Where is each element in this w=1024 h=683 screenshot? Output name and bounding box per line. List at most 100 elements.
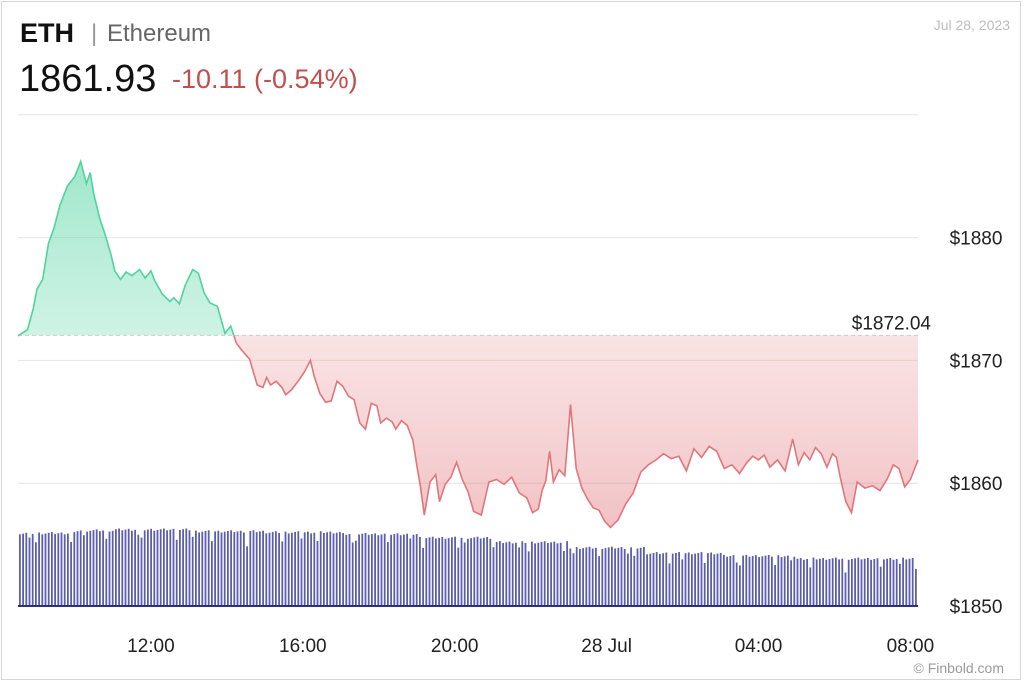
volume-bar	[595, 547, 597, 606]
volume-bar	[361, 533, 364, 606]
volume-bar	[358, 534, 360, 606]
volume-bar	[617, 547, 620, 606]
volume-bar	[319, 531, 322, 606]
volume-bar	[489, 538, 492, 606]
baseline-label: $1872.04	[852, 313, 932, 334]
volume-bar	[390, 534, 392, 606]
volume-bar	[681, 559, 684, 606]
price-line-down	[17, 335, 919, 529]
volume-bar	[492, 547, 495, 606]
volume-bar	[780, 557, 783, 606]
volume-bar	[367, 534, 370, 606]
volume-bar	[841, 558, 844, 606]
volume-bar	[207, 530, 210, 606]
volume-bar	[284, 531, 287, 606]
volume-bar	[543, 541, 546, 606]
volume-bar	[22, 533, 24, 606]
volume-bar	[828, 559, 831, 606]
volume-bar	[742, 555, 744, 606]
volume-bar	[787, 555, 789, 606]
volume-bar	[307, 531, 309, 606]
volume-bar	[121, 530, 124, 606]
volume-bar	[339, 531, 341, 606]
volume-bar	[883, 559, 885, 606]
volume-bar	[447, 538, 450, 606]
volume-bar	[822, 558, 824, 606]
volume-bar	[793, 556, 796, 606]
volume-bar	[463, 542, 466, 606]
volume-bar	[143, 530, 146, 606]
volume-bar	[495, 541, 498, 606]
volume-bar	[412, 534, 415, 606]
volume-bar	[214, 531, 216, 606]
volume-bar	[303, 532, 306, 606]
volume-bar	[476, 536, 479, 606]
volume-bar	[89, 530, 92, 606]
volume-bar	[703, 563, 706, 606]
volume-bar	[860, 559, 863, 606]
volume-bar	[191, 536, 194, 606]
volume-bar	[895, 559, 898, 606]
volume-bar	[700, 552, 703, 606]
volume-bar	[694, 553, 696, 606]
volume-bar	[697, 552, 700, 606]
volume-bar	[710, 552, 712, 606]
volume-bar	[569, 548, 572, 606]
volume-bar	[636, 548, 639, 606]
volume-bar	[623, 548, 626, 606]
volume-bar	[316, 541, 319, 606]
volume-bar	[28, 537, 31, 606]
volume-bar	[47, 532, 50, 606]
volume-bar	[281, 541, 284, 606]
volume-bar	[643, 547, 645, 606]
price-change: -10.11 (-0.54%)	[172, 64, 358, 94]
volume-bar	[329, 531, 332, 606]
volume-bar	[63, 534, 66, 606]
volume-bar	[275, 531, 277, 606]
volume-bar	[195, 530, 197, 606]
volume-bar	[815, 559, 818, 606]
volume-bar	[892, 559, 895, 606]
volume-bar	[755, 555, 757, 606]
volume-bar	[687, 552, 690, 606]
volume-bar	[54, 533, 56, 606]
volume-bar	[614, 548, 616, 606]
volume-bar	[806, 559, 808, 606]
volume-bar	[236, 531, 239, 606]
volume-bar	[60, 532, 63, 606]
volume-bar	[105, 538, 108, 606]
volume-bar	[428, 537, 431, 606]
volume-bar	[508, 541, 511, 606]
volume-bar	[649, 553, 652, 606]
volume-bar	[188, 530, 191, 606]
asset-name: Ethereum	[107, 20, 212, 47]
volume-bar	[550, 542, 552, 606]
volume-bar	[470, 538, 472, 606]
volume-bar	[67, 533, 69, 606]
volume-bar	[348, 534, 351, 606]
volume-bar	[294, 531, 296, 606]
volume-bar	[86, 531, 88, 606]
volume-bar	[118, 528, 120, 606]
volume-bar	[291, 532, 293, 606]
volume-bar	[262, 530, 264, 606]
volume-bar	[79, 530, 82, 606]
volume-bar	[25, 532, 28, 606]
volume-bar	[300, 538, 303, 606]
volume-bar	[271, 531, 274, 606]
volume-bar	[259, 531, 261, 606]
volume-bar	[678, 552, 680, 606]
volume-bar	[108, 531, 111, 606]
volume-bar	[671, 553, 674, 606]
volume-bar	[287, 533, 290, 606]
volume-bar	[534, 543, 536, 606]
volume-bar	[201, 531, 204, 606]
volume-bar	[873, 559, 876, 606]
volume-bar	[233, 532, 236, 606]
volume-bar	[399, 535, 402, 606]
volume-bar	[556, 543, 559, 606]
volume-bar	[239, 530, 242, 606]
volume-bar	[323, 533, 325, 606]
volume-bar	[140, 537, 143, 606]
volume-bar	[761, 556, 764, 606]
